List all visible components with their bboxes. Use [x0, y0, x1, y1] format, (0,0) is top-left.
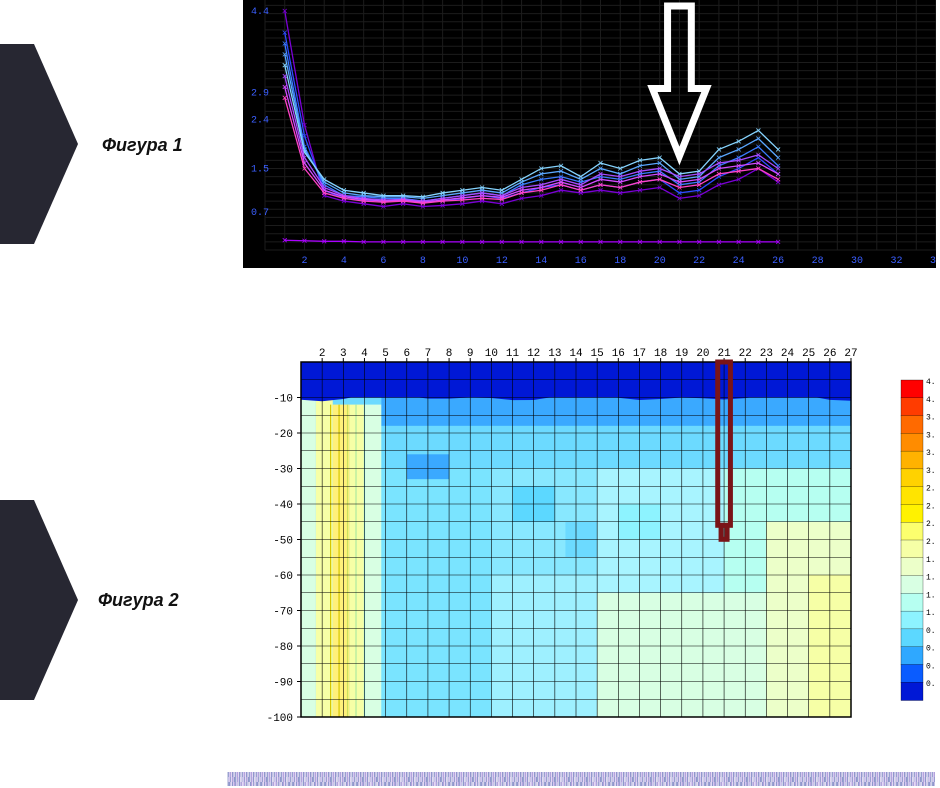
svg-text:4.39: 4.39: [926, 378, 936, 387]
svg-text:24: 24: [733, 256, 745, 267]
svg-text:2.9: 2.9: [251, 88, 269, 99]
svg-text:-30: -30: [273, 465, 293, 477]
svg-text:-100: -100: [267, 713, 293, 725]
svg-text:-80: -80: [273, 642, 293, 654]
svg-text:-40: -40: [273, 500, 293, 512]
svg-text:14: 14: [535, 256, 547, 267]
svg-text:-90: -90: [273, 678, 293, 690]
svg-text:28: 28: [812, 256, 824, 267]
svg-text:2: 2: [301, 256, 307, 267]
svg-text:0.52: 0.52: [926, 645, 936, 654]
svg-text:4.13: 4.13: [926, 396, 936, 405]
svg-text:18: 18: [614, 256, 626, 267]
svg-text:1.5: 1.5: [251, 164, 269, 175]
svg-text:3.35: 3.35: [926, 449, 936, 458]
svg-text:-50: -50: [273, 536, 293, 548]
svg-text:-20: -20: [273, 429, 293, 441]
svg-text:0.26: 0.26: [926, 662, 936, 671]
svg-text:1.55: 1.55: [926, 574, 936, 583]
svg-text:10: 10: [456, 256, 468, 267]
caption-fig2: Фигура 2: [98, 590, 179, 611]
svg-text:2.06: 2.06: [926, 538, 936, 547]
svg-text:6: 6: [380, 256, 386, 267]
svg-text:1.81: 1.81: [926, 556, 936, 565]
svg-text:4.4: 4.4: [251, 7, 269, 18]
svg-text:8: 8: [420, 256, 426, 267]
svg-text:3.61: 3.61: [926, 431, 936, 440]
svg-text:26: 26: [772, 256, 784, 267]
svg-text:34: 34: [930, 256, 936, 267]
svg-text:3.10: 3.10: [926, 467, 936, 476]
line-chart: 2468101214161820222426283032340.71.52.42…: [243, 0, 936, 268]
svg-text:3.87: 3.87: [926, 414, 936, 423]
pointer-shape-2: [0, 500, 70, 700]
svg-text:0.00: 0.00: [926, 680, 936, 689]
svg-text:2.58: 2.58: [926, 502, 936, 511]
svg-text:0.77: 0.77: [926, 627, 936, 636]
svg-text:-60: -60: [273, 571, 293, 583]
noise-divider: [227, 772, 935, 786]
svg-text:2.4: 2.4: [251, 116, 269, 127]
svg-text:12: 12: [496, 256, 508, 267]
svg-text:0.7: 0.7: [251, 208, 269, 219]
svg-text:1.03: 1.03: [926, 609, 936, 618]
svg-text:4: 4: [341, 256, 347, 267]
contour-heatmap: 2345678910111213141516171819202122232425…: [243, 330, 936, 738]
svg-text:22: 22: [693, 256, 705, 267]
svg-text:32: 32: [891, 256, 903, 267]
svg-text:2.32: 2.32: [926, 520, 936, 529]
svg-text:30: 30: [851, 256, 863, 267]
svg-text:16: 16: [575, 256, 587, 267]
svg-text:-70: -70: [273, 607, 293, 619]
svg-text:1.29: 1.29: [926, 591, 936, 600]
svg-text:2.84: 2.84: [926, 485, 936, 494]
pointer-shape-1: [0, 44, 70, 244]
svg-text:20: 20: [654, 256, 666, 267]
svg-text:-10: -10: [273, 394, 293, 406]
caption-fig1: Фигура 1: [102, 135, 183, 156]
